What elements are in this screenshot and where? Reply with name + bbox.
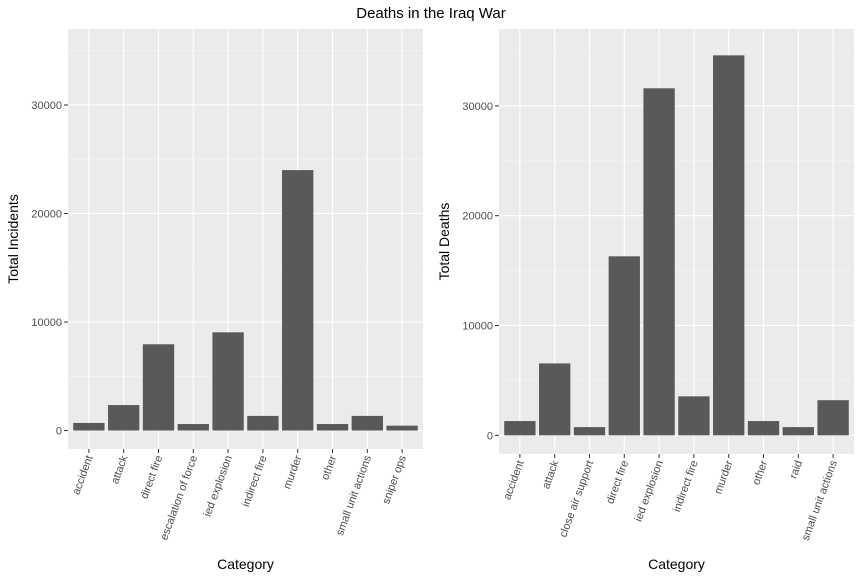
y-tick-label: 10000 xyxy=(31,317,62,329)
y-tick-label: 10000 xyxy=(462,321,493,333)
bar-sniper-ops xyxy=(386,425,418,431)
bar-other xyxy=(316,424,349,431)
y-tick-label: 0 xyxy=(56,426,62,438)
x-tick-label: other xyxy=(750,459,770,487)
y-tick-label: 20000 xyxy=(31,208,62,220)
x-tick-label: direct fire xyxy=(139,454,166,501)
x-tick-label: direct fire xyxy=(604,459,631,506)
bar-ied-explosion xyxy=(643,88,675,436)
bar-attack xyxy=(108,405,140,431)
bar-murder xyxy=(282,170,314,431)
y-tick-label: 30000 xyxy=(31,100,62,112)
x-tick-label: ied explosion xyxy=(633,459,666,523)
y-axis-title: Total Incidents xyxy=(5,194,21,284)
x-tick-label: attack xyxy=(540,458,561,490)
x-tick-label: small unit actions xyxy=(800,458,840,542)
x-tick-label: sniper ops xyxy=(380,453,409,505)
panel-1: 0 10000 20000 30000 accident attack direct fir… xyxy=(5,29,423,572)
x-tick-label: accident xyxy=(70,454,95,497)
x-tick-label: other xyxy=(319,454,339,482)
bar-small-unit-actions xyxy=(817,400,849,436)
x-tick-label: close air support xyxy=(557,459,596,539)
x-tick-label: ied explosion xyxy=(202,454,235,518)
bar-escalation-of-force xyxy=(177,424,209,431)
x-tick-label: escalation of force xyxy=(158,454,200,542)
x-tick-label: murder xyxy=(281,454,304,491)
y-tick-label: 20000 xyxy=(462,211,493,223)
x-tick-label: accident xyxy=(501,459,526,502)
x-tick-label: attack xyxy=(109,453,130,485)
bar-raid xyxy=(782,427,814,436)
y-tick-label: 30000 xyxy=(462,101,493,113)
bar-accident xyxy=(73,422,105,431)
x-axis-title: Category xyxy=(217,556,274,572)
x-tick-label: indirect fire xyxy=(671,459,701,514)
bar-other xyxy=(747,421,780,436)
bar-small-unit-actions xyxy=(351,415,383,431)
x-tick-label: small unit actions xyxy=(334,453,374,537)
bar-ied-explosion xyxy=(212,332,244,431)
x-axis-title: Category xyxy=(648,556,705,572)
bar-direct-fire xyxy=(142,344,175,431)
x-tick-label: murder xyxy=(712,459,735,496)
y-tick-label: 0 xyxy=(487,430,493,442)
bar-murder xyxy=(713,55,745,436)
x-tick-label: raid xyxy=(788,459,806,480)
panel-background xyxy=(68,29,423,449)
y-axis-title: Total Deaths xyxy=(436,203,452,281)
bar-attack xyxy=(539,363,571,436)
figure-title: Deaths in the Iraq War xyxy=(356,5,506,22)
bar-indirect-fire xyxy=(247,415,279,431)
x-tick-label: indirect fire xyxy=(240,454,270,509)
bar-close-air-support xyxy=(573,427,606,436)
bar-accident xyxy=(504,421,536,436)
bar-direct-fire xyxy=(608,256,640,436)
bar-indirect-fire xyxy=(678,396,710,436)
